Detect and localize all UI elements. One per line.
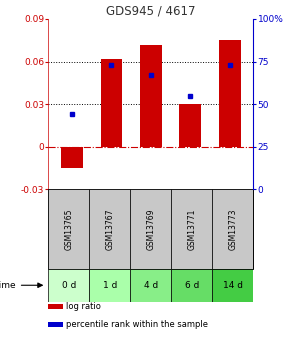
Bar <box>48 189 89 268</box>
Text: log ratio: log ratio <box>66 302 100 311</box>
Bar <box>180 104 201 147</box>
Bar <box>140 45 162 147</box>
Text: percentile rank within the sample: percentile rank within the sample <box>66 320 207 329</box>
Bar <box>48 322 63 326</box>
Text: GSM13769: GSM13769 <box>146 208 155 250</box>
Bar <box>61 147 83 168</box>
Bar <box>219 40 241 147</box>
Bar <box>89 189 130 268</box>
Bar <box>100 59 122 147</box>
Text: 1 d: 1 d <box>103 281 117 290</box>
Bar <box>212 189 253 268</box>
Bar <box>171 189 212 268</box>
Text: 6 d: 6 d <box>185 281 199 290</box>
Text: time: time <box>0 281 16 290</box>
Text: GSM13767: GSM13767 <box>105 208 114 250</box>
Bar <box>212 268 253 302</box>
Text: 14 d: 14 d <box>223 281 243 290</box>
Text: GSM13773: GSM13773 <box>229 208 237 250</box>
Bar <box>48 268 89 302</box>
Bar <box>130 268 171 302</box>
Title: GDS945 / 4617: GDS945 / 4617 <box>106 5 196 18</box>
Bar <box>130 189 171 268</box>
Bar <box>171 268 212 302</box>
Text: GSM13771: GSM13771 <box>188 208 196 250</box>
Text: GSM13765: GSM13765 <box>64 208 73 250</box>
Text: 4 d: 4 d <box>144 281 158 290</box>
Bar <box>48 304 63 309</box>
Text: 0 d: 0 d <box>62 281 76 290</box>
Bar <box>89 268 130 302</box>
